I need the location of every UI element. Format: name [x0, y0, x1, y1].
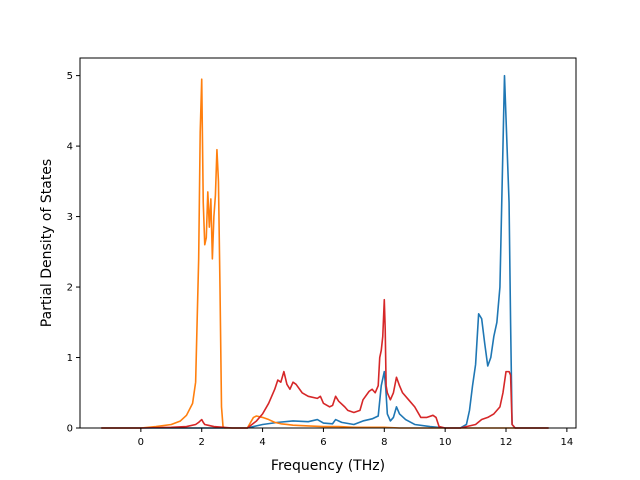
y-tick-label: 2	[67, 283, 73, 294]
x-axis-title: Frequency (THz)	[271, 458, 385, 474]
x-axis-ticks: 0 2 4 6 8 10 12 14	[138, 428, 574, 448]
series-line-2	[101, 78, 549, 429]
y-tick-label: 1	[67, 353, 73, 364]
x-tick-label: 2	[199, 437, 205, 448]
x-tick-label: 14	[561, 437, 574, 448]
y-tick-label: 5	[67, 71, 73, 82]
x-tick-label: 0	[138, 437, 144, 448]
x-tick-label: 6	[320, 437, 326, 448]
y-tick-label: 3	[67, 212, 73, 223]
y-tick-label: 0	[67, 424, 73, 435]
plot-frame	[79, 57, 577, 429]
series-layer	[101, 74, 549, 429]
x-tick-label: 4	[259, 437, 265, 448]
x-tick-label: 10	[439, 437, 452, 448]
y-axis-title: Partial Density of States	[39, 159, 55, 327]
series-line-1	[101, 74, 549, 429]
y-tick-label: 4	[67, 142, 73, 153]
y-axis-ticks: 0 1 2 3 4 5	[67, 71, 80, 435]
x-tick-label: 8	[381, 437, 387, 448]
x-tick-label: 12	[500, 437, 513, 448]
